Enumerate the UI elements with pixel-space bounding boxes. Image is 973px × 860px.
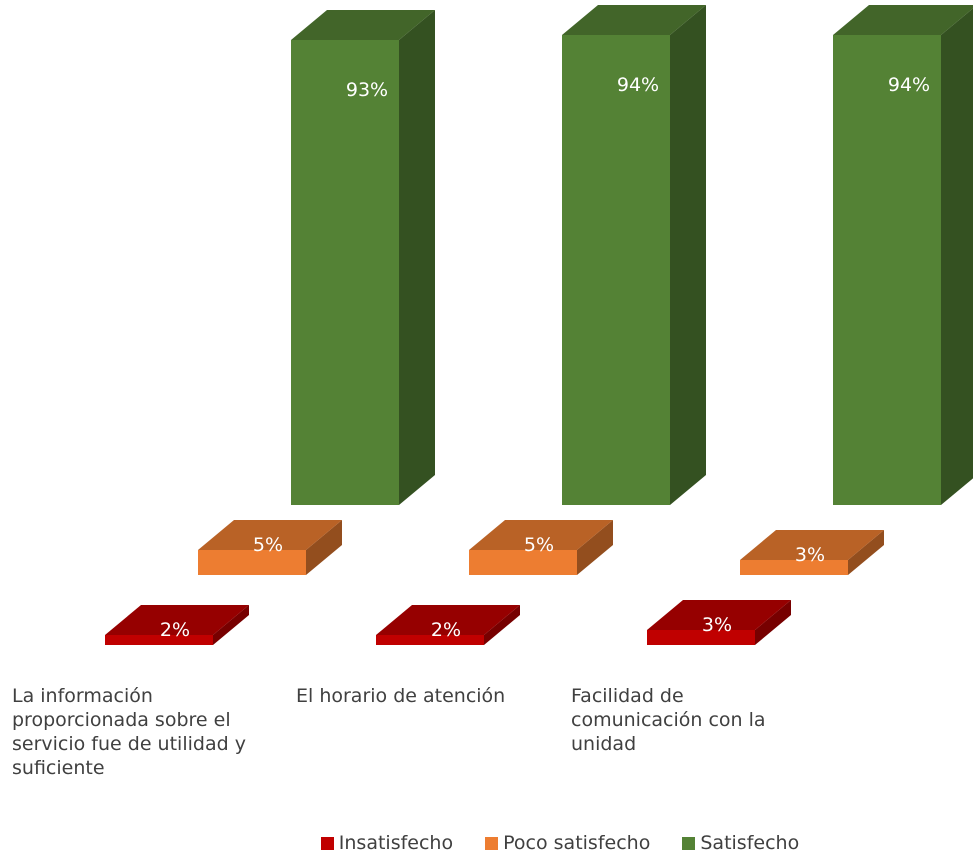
bar-front-face [562,35,670,505]
legend-swatch-insatisfecho [320,836,334,850]
legend-item-insatisfecho: Insatisfecho [320,832,454,854]
bar-side-face [306,520,342,575]
bar-poco-satisfecho-3: 3% [740,530,884,575]
bar-front-face [833,35,941,505]
legend-label-poco-satisfecho: Poco satisfecho [503,832,651,854]
bar-satisfecho-3: 94% [833,5,973,505]
legend-swatch-satisfecho [682,836,696,850]
bar-top-face [291,10,435,40]
bar-top-face [833,5,973,35]
bar-side-face [577,520,613,575]
data-label-satisfecho-3: 94% [888,74,930,96]
data-label-poco-satisfecho-3: 3% [795,544,825,566]
bar-insatisfecho-3: 3% [647,600,791,645]
bar-side-face [755,600,791,645]
bar-front-face [198,550,306,575]
bar-side-face [213,605,249,645]
bar-satisfecho-2: 94% [562,5,706,505]
bar-side-face [399,10,435,505]
bar-top-face [376,605,520,635]
bar-top-face [740,530,884,560]
data-label-satisfecho-1: 93% [346,79,388,101]
bar-side-face [848,530,884,575]
bar-top-face [469,520,613,550]
bar-insatisfecho-1: 2% [105,605,249,645]
category-label-2: El horario de atención [296,685,506,707]
bar-side-face [670,5,706,505]
bar-side-face [941,8,973,505]
legend-swatch-poco-satisfecho [485,836,499,850]
data-label-insatisfecho-2: 2% [431,619,461,641]
bar-top-face [647,600,791,630]
category-label-1: La información proporcionada sobre el se… [12,685,246,779]
legend: Insatisfecho Poco satisfecho Satisfecho [0,832,973,855]
bar-front-face [740,560,848,575]
data-label-satisfecho-2: 94% [617,74,659,96]
legend-item-satisfecho: Satisfecho [682,832,799,854]
data-label-poco-satisfecho-2: 5% [524,534,554,556]
legend-label-insatisfecho: Insatisfecho [338,832,454,854]
bar-poco-satisfecho-1: 5% [198,520,342,575]
bar-satisfecho-1: 93% [291,10,435,505]
bar-front-face [647,630,755,645]
bar-insatisfecho-2: 2% [376,605,520,645]
data-label-insatisfecho-3: 3% [702,614,732,636]
category-label-3: Facilidad de comunicación con la unidad [571,685,766,755]
bar-top-face [562,5,706,35]
data-label-poco-satisfecho-1: 5% [253,534,283,556]
bar-front-face [376,635,484,645]
bar-front-face [105,635,213,645]
bar-front-face [469,550,577,575]
data-label-insatisfecho-1: 2% [160,619,190,641]
bar-top-face [198,520,342,550]
bar-poco-satisfecho-2: 5% [469,520,613,575]
bar-front-face [291,40,399,505]
legend-label-satisfecho: Satisfecho [700,832,800,854]
legend-item-poco-satisfecho: Poco satisfecho [485,832,650,854]
bar-top-face [105,605,249,635]
bar-side-face [484,605,520,645]
